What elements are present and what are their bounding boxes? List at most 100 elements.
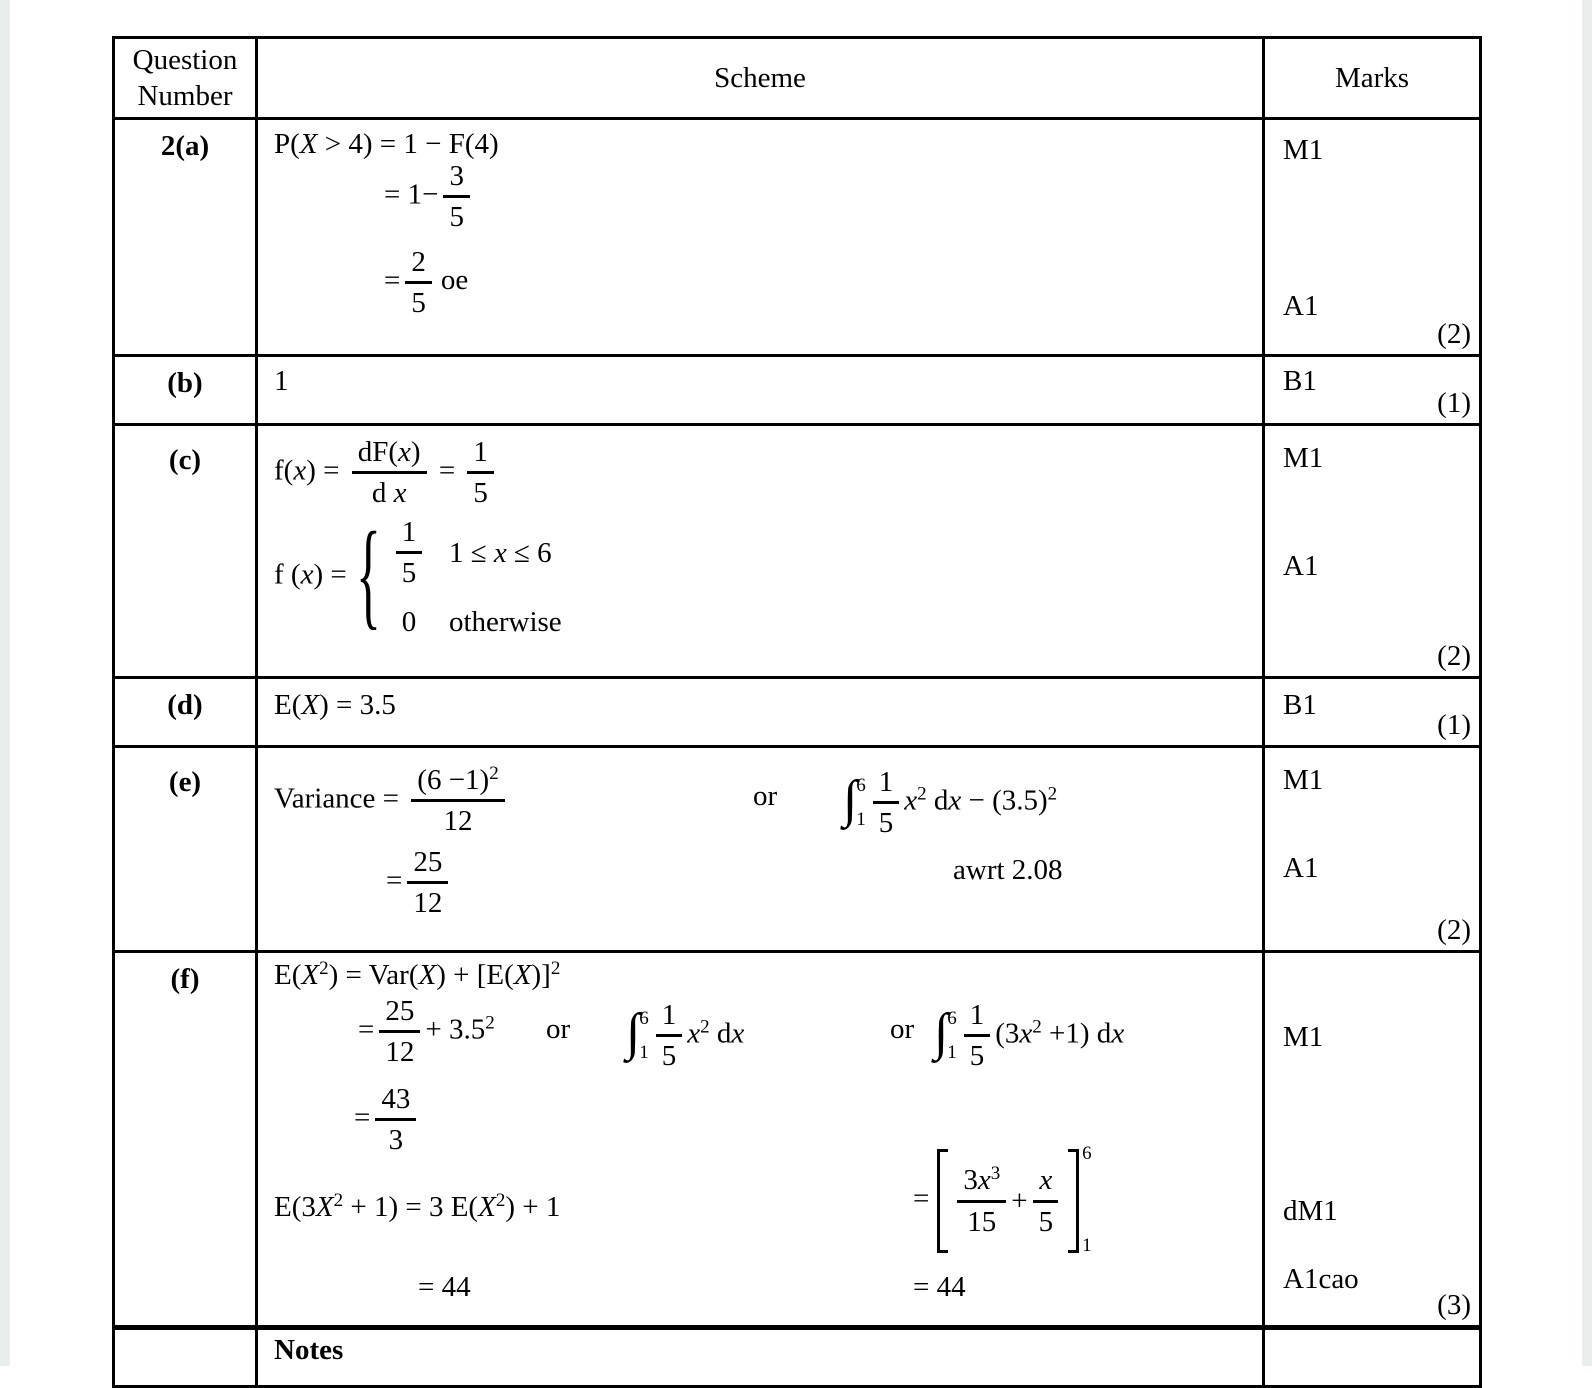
math-line: P(X > 4) = 1 − F(4) [274, 126, 499, 162]
integral-sign: ∫ [626, 1003, 641, 1061]
lower-limit: 1 [856, 809, 866, 830]
math-line: = 43 3 [354, 1081, 421, 1159]
numerator: 25 [407, 844, 449, 885]
question-label: 2(a) [160, 130, 210, 162]
mark-label: B1 [1283, 689, 1317, 721]
variable: x [731, 1017, 745, 1050]
row-e: (e) Variance = (6 −1)2 12 or ∫ 6 1 1 5 x2 dx −… [115, 745, 1479, 950]
superscript: 2 [489, 763, 499, 784]
row-notes: Notes [115, 1325, 1479, 1385]
total-marks: (2) [1437, 317, 1471, 350]
total-marks: (2) [1437, 913, 1471, 946]
row-2a: 2(a) P(X > 4) = 1 − F(4) = 1− 3 5 = 2 5 oe M1… [115, 117, 1479, 354]
math-text: − (3.5) [961, 784, 1048, 817]
denominator: 3 [388, 1124, 404, 1157]
question-number-cell [115, 1330, 258, 1385]
variable: x [904, 784, 918, 817]
variable: x [1019, 1017, 1033, 1050]
scheme-cell: P(X > 4) = 1 − F(4) = 1− 3 5 = 2 5 oe [258, 120, 1265, 354]
notes-heading: Notes [274, 1334, 344, 1366]
viewer-left-margin [0, 0, 10, 1366]
upper-limit: 6 [1082, 1143, 1092, 1164]
question-number-cell: 2(a) [115, 120, 258, 354]
numerator: 3x3 [957, 1162, 1007, 1203]
denominator: 5 [878, 807, 894, 840]
math-line: E(X) = 3.5 [274, 687, 396, 723]
fraction: dF(x) d x [351, 434, 427, 512]
question-label: (f) [170, 963, 200, 995]
marks-cell: B1 (1) [1265, 357, 1479, 423]
math-text: E(3 [274, 1191, 316, 1223]
variable: x [1039, 1164, 1053, 1197]
math-text: ) = [313, 558, 354, 591]
math-text: = [384, 264, 401, 297]
math-text: or [753, 780, 778, 812]
variable: x [398, 436, 411, 468]
scheme-cell: E(X2) = Var(X) + [E(X)]2 = 25 12 + 3.52 or … [258, 953, 1265, 1325]
math-text: d [926, 784, 949, 817]
fraction: 25 12 [407, 844, 449, 922]
superscript: 2 [700, 1016, 710, 1038]
case-value: 0 [401, 605, 417, 638]
denominator: 5 [473, 477, 488, 510]
denominator: 15 [967, 1205, 997, 1238]
fraction: 3x3 15 [957, 1162, 1007, 1240]
superscript: 2 [333, 1190, 344, 1211]
bracket-content: 3x3 15 + x 5 [948, 1149, 1068, 1253]
superscript: 2 [319, 958, 329, 979]
denominator: 5 [969, 1040, 985, 1073]
denominator: 12 [385, 1036, 415, 1069]
fraction: (6 −1)2 12 [411, 762, 505, 840]
math-line: = 2 5 oe [384, 244, 468, 322]
math-line: ∫ 6 1 1 5 x2 dx [626, 997, 744, 1075]
header-scheme: Scheme [258, 39, 1265, 117]
numerator: x [1033, 1162, 1059, 1203]
total-marks: (3) [1437, 1288, 1471, 1321]
math-text: E( [274, 689, 302, 721]
math-text: = 44 [913, 1271, 966, 1303]
math-line: E(3X2 + 1) = 3 E(X2) + 1 [274, 1189, 560, 1225]
math-text: = 44 [418, 1271, 471, 1303]
numerator: (6 −1)2 [411, 762, 505, 803]
question-number-cell: (f) [115, 953, 258, 1325]
mark-label: A1cao [1283, 1263, 1359, 1295]
variable: X [418, 959, 437, 991]
math-text: ) + 1 [505, 1191, 561, 1223]
numerator: 43 [375, 1081, 417, 1122]
math-text: or [546, 1013, 571, 1045]
math-line: ∫ 6 1 1 5 (3x2 +1) dx [934, 997, 1124, 1075]
numerator: 2 [405, 244, 432, 285]
row-b: (b) 1 B1 (1) [115, 354, 1479, 423]
upper-limit: 6 [639, 1007, 649, 1029]
piecewise-brace: { [355, 510, 381, 642]
question-number-cell: (c) [115, 426, 258, 676]
math-text: ) = [306, 454, 347, 487]
numerator: 1 [963, 997, 991, 1038]
variable: X [301, 959, 320, 991]
superscript: 3 [990, 1163, 1001, 1185]
math-line: 1 [274, 363, 289, 399]
marks-cell: M1 dM1 A1cao (3) [1265, 953, 1479, 1325]
math-text: E( [274, 959, 302, 991]
marks-cell: M1 A1 (2) [1265, 748, 1479, 950]
scheme-cell: 1 [258, 357, 1265, 423]
math-text: f ( [274, 558, 301, 591]
superscript: 2 [495, 1190, 506, 1211]
math-text: f( [274, 454, 294, 487]
or-text: or [753, 778, 777, 814]
integral-sign: ∫ [843, 770, 858, 828]
numerator: 1 [655, 997, 683, 1038]
math-line: = 44 [418, 1269, 471, 1305]
upper-limit: 6 [947, 1007, 957, 1029]
integral: ∫ 6 1 [843, 770, 866, 832]
or-text: or [546, 1011, 570, 1047]
or-text: or [890, 1011, 914, 1047]
